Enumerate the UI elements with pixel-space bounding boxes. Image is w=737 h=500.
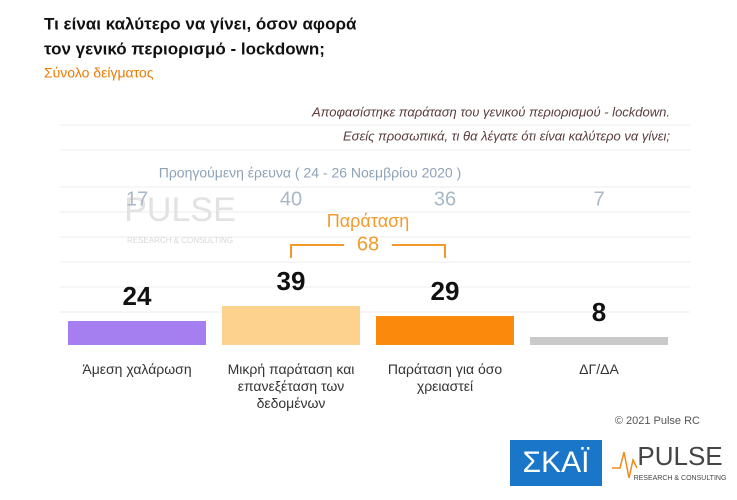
bracket-line: [392, 244, 446, 258]
broadcaster-logo: [510, 440, 602, 486]
question: Εσείς προσωπικά, τι θα λέγατε ότι είναι …: [343, 128, 670, 143]
pollster-logo-tagline: RESEARCH & CONSULTING: [634, 475, 727, 482]
x-tick-label: Άμεση χαλάρωση: [82, 361, 192, 377]
previous-value: 36: [434, 188, 456, 210]
bar: [376, 316, 514, 345]
decor-lines: [60, 124, 690, 313]
previous-value: 40: [280, 188, 302, 210]
value-label: 39: [277, 266, 306, 296]
bar: [68, 321, 206, 345]
x-tick-label: Μικρή παράταση και επανεξέταση των δεδομ…: [227, 361, 355, 411]
chart-title: τον γενικό περιορισμό - lockdown;: [44, 39, 325, 58]
subtitle: Σύνολο δείγματος: [44, 65, 154, 81]
value-label: 8: [592, 297, 606, 327]
previous-value: 7: [593, 188, 604, 210]
value-label: 24: [123, 281, 152, 311]
value-label: 29: [431, 276, 460, 306]
chart-title: Τι είναι καλύτερο να γίνει, όσον αφορά: [44, 14, 357, 33]
bracket-line: [290, 244, 344, 258]
bar: [530, 337, 668, 345]
copyright: © 2021 Pulse RC: [615, 415, 700, 427]
previous-value: 17: [126, 188, 148, 210]
question: Αποφασίστηκε παράταση του γενικού περιορ…: [311, 104, 670, 119]
broadcaster-logo-text: ΣΚΑΪ: [523, 446, 591, 479]
bar: [222, 306, 360, 345]
x-tick-label: ΔΓ/ΔΑ: [579, 361, 619, 377]
bracket-label: Παράταση: [327, 211, 409, 231]
pollster-logo: PULSE: [637, 441, 722, 471]
x-tick-label: Παράταση για όσο χρειαστεί: [387, 361, 503, 394]
previous-label: Προηγούμενη έρευνα ( 24 - 26 Νοεμβρίου 2…: [159, 165, 462, 181]
watermark: PULSE: [124, 191, 236, 229]
watermark-tagline: RESEARCH & CONSULTING: [127, 236, 233, 245]
bracket-value: 68: [357, 233, 379, 255]
pollster-logo-icon: [612, 451, 638, 479]
